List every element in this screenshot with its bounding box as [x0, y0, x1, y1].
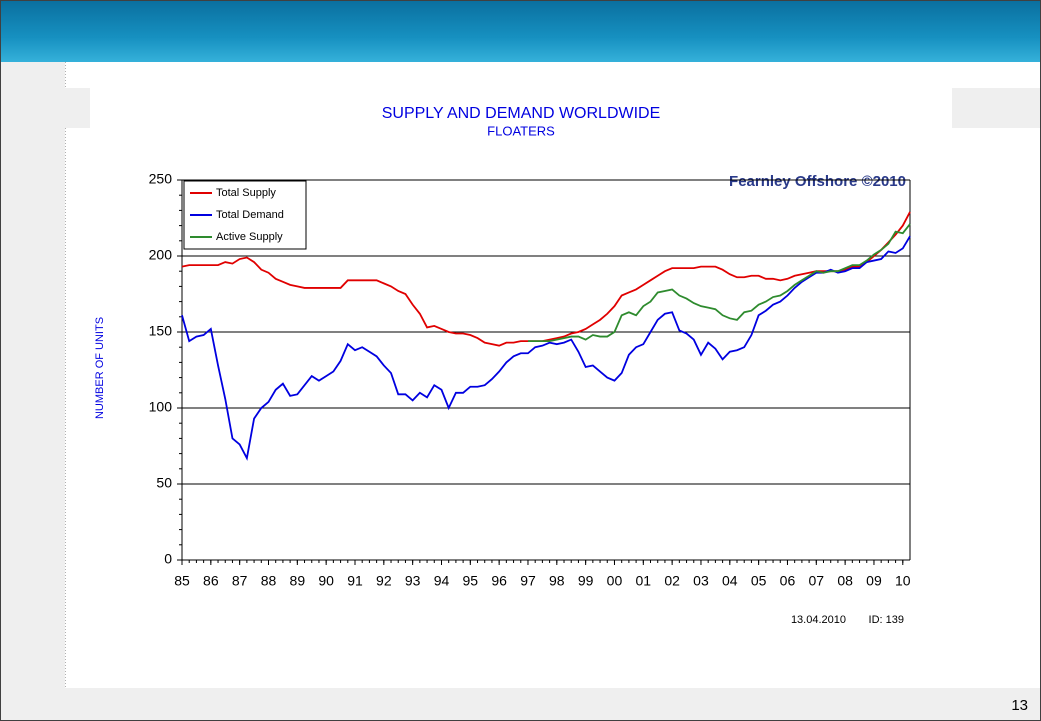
x-tick-label: 87: [232, 573, 248, 589]
x-tick-label: 95: [463, 573, 479, 589]
legend-label: Total Supply: [216, 187, 276, 199]
legend-label: Total Demand: [216, 209, 284, 221]
x-tick-label: 86: [203, 573, 219, 589]
x-tick-label: 89: [290, 573, 306, 589]
x-tick-label: 04: [722, 573, 738, 589]
date-note: 13.04.2010: [791, 614, 846, 626]
footer-band: [0, 688, 1041, 721]
x-tick-label: 90: [318, 573, 334, 589]
x-tick-label: 96: [491, 573, 507, 589]
y-tick-label: 250: [149, 171, 173, 187]
left-strip: [0, 62, 65, 688]
id-note: ID: 139: [869, 614, 904, 626]
y-tick-label: 150: [149, 323, 173, 339]
y-tick-label: 100: [149, 399, 173, 415]
x-tick-label: 06: [780, 573, 796, 589]
series-line: [527, 223, 911, 343]
y-tick-label: 50: [156, 475, 172, 491]
x-tick-label: 01: [636, 573, 652, 589]
legend-label: Active Supply: [216, 231, 283, 243]
x-tick-label: 99: [578, 573, 594, 589]
x-tick-label: 09: [866, 573, 882, 589]
x-tick-label: 03: [693, 573, 709, 589]
title-box: [90, 88, 952, 128]
x-tick-label: 97: [520, 573, 536, 589]
x-tick-label: 93: [405, 573, 421, 589]
y-axis-label: NUMBER OF UNITS: [94, 317, 106, 419]
y-tick-label: 200: [149, 247, 173, 263]
x-tick-label: 91: [347, 573, 363, 589]
x-tick-label: 05: [751, 573, 767, 589]
x-tick-label: 07: [809, 573, 825, 589]
x-tick-label: 08: [837, 573, 853, 589]
series-line: [181, 235, 911, 461]
chart-title: SUPPLY AND DEMAND WORLDWIDE: [382, 105, 661, 122]
x-tick-label: 85: [174, 573, 190, 589]
chart-subtitle: FLOATERS: [487, 123, 555, 138]
x-tick-label: 98: [549, 573, 565, 589]
x-tick-label: 02: [664, 573, 680, 589]
header-band: [0, 0, 1041, 62]
y-tick-label: 0: [164, 551, 172, 567]
x-tick-label: 10: [895, 573, 911, 589]
watermark: Fearnley Offshore ©2010: [729, 173, 906, 190]
x-tick-label: 94: [434, 573, 450, 589]
x-tick-label: 88: [261, 573, 277, 589]
x-tick-label: 00: [607, 573, 623, 589]
page-number: 13: [1011, 697, 1028, 714]
x-tick-label: 92: [376, 573, 392, 589]
